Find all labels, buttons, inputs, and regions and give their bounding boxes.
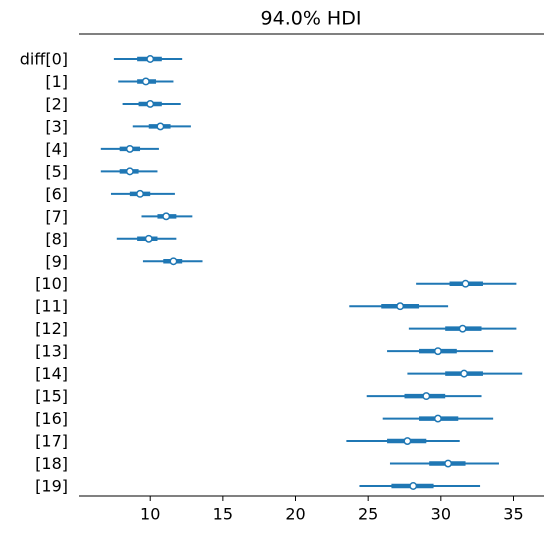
y-tick-label: [7] xyxy=(45,207,68,226)
median-point xyxy=(125,167,134,176)
y-tick-label: [6] xyxy=(45,184,68,203)
median-point xyxy=(156,122,165,131)
median-point xyxy=(433,414,442,423)
median-point xyxy=(444,459,453,468)
median-point xyxy=(396,302,405,311)
y-tick-label: [16] xyxy=(35,409,68,428)
y-tick-label: [15] xyxy=(35,387,68,406)
y-tick-label: [2] xyxy=(45,94,68,113)
median-point xyxy=(169,257,178,266)
y-tick-label: [4] xyxy=(45,139,68,158)
y-tick-label: diff[0] xyxy=(20,50,68,69)
y-tick-label: [9] xyxy=(45,252,68,271)
y-tick-label: [8] xyxy=(45,229,68,248)
y-tick-label: [13] xyxy=(35,342,68,361)
median-point xyxy=(458,324,467,333)
x-tick-label: 15 xyxy=(213,505,233,524)
median-point xyxy=(409,482,418,490)
y-tick-label: [5] xyxy=(45,162,68,181)
y-tick-label: [14] xyxy=(35,364,68,383)
median-point xyxy=(146,99,155,108)
median-point xyxy=(136,189,144,198)
median-point xyxy=(144,234,153,243)
median-point xyxy=(141,77,150,86)
median-point xyxy=(125,144,134,153)
x-tick-label: 10 xyxy=(140,505,160,524)
y-tick-label: [10] xyxy=(35,274,68,293)
x-tick-label: 20 xyxy=(285,505,305,524)
y-tick-label: [17] xyxy=(35,432,68,451)
x-tick-label: 25 xyxy=(358,505,378,524)
y-tick-label: [18] xyxy=(35,454,68,473)
y-tick-label: [12] xyxy=(35,319,68,338)
x-tick-label: 30 xyxy=(431,505,451,524)
median-point xyxy=(422,392,431,401)
y-tick-label: [19] xyxy=(35,477,68,496)
chart-title: 94.0% HDI xyxy=(261,8,362,30)
y-tick-label: [3] xyxy=(45,117,68,136)
median-point xyxy=(146,55,155,63)
y-tick-label: [1] xyxy=(45,72,68,91)
y-tick-label: [11] xyxy=(35,297,68,316)
median-point xyxy=(162,212,171,221)
median-point xyxy=(403,437,412,446)
median-point xyxy=(461,279,470,288)
median-point xyxy=(460,369,469,378)
median-point xyxy=(433,347,442,356)
x-tick-label: 35 xyxy=(503,505,523,524)
